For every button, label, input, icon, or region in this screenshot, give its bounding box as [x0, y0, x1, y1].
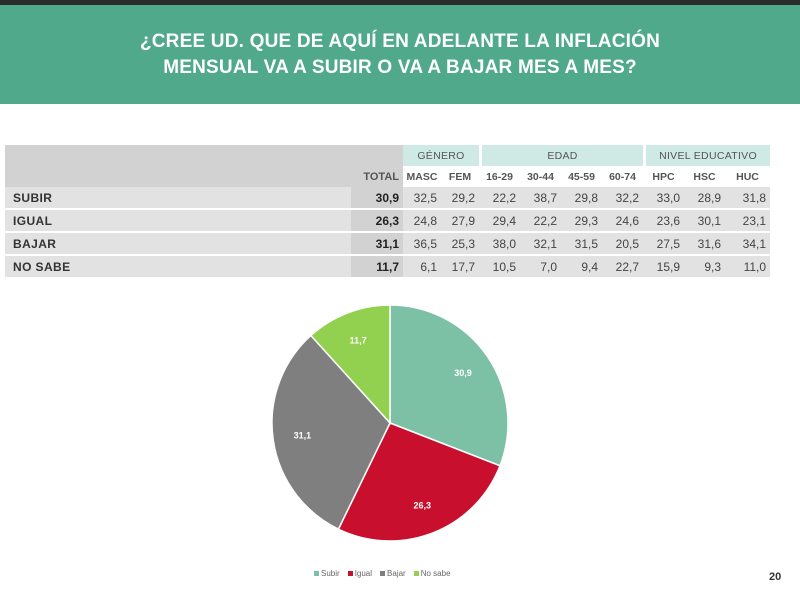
column-header: HPC	[652, 170, 675, 183]
table-cell: 32,5	[403, 187, 441, 210]
pie-data-label: 11,7	[350, 335, 367, 345]
pie-slice-subir	[389, 304, 509, 467]
table-cell: 15,9	[643, 256, 684, 279]
column-header: HSC	[693, 170, 716, 183]
table-cell: 6,1	[403, 256, 441, 279]
chart-legend: Subir Igual Bajar No sabe	[314, 569, 451, 578]
legend-item: Subir	[314, 569, 340, 578]
column-header: 30-44	[527, 170, 554, 183]
table-cell: 34,1	[725, 233, 771, 256]
table-row: SUBIR 30,9 32,5 29,2 22,2 38,7 29,8 32,2…	[5, 187, 771, 210]
column-header: 45-59	[568, 170, 595, 183]
legend-label: No sabe	[420, 569, 451, 578]
row-label: IGUAL	[5, 210, 351, 233]
table-cell: 23,6	[643, 210, 684, 233]
column-header: 16-29	[486, 170, 513, 183]
pie-slice-igual	[337, 422, 501, 542]
table-cell: 31,5	[561, 233, 602, 256]
total-header: TOTAL	[351, 145, 403, 187]
column-header: 60-74	[609, 170, 636, 183]
table-cell: 36,5	[403, 233, 441, 256]
title-line-1: ¿CREE UD. QUE DE AQUÍ EN ADELANTE LA INF…	[139, 30, 661, 52]
table-cell: 22,2	[479, 187, 520, 210]
table-row: NO SABE 11,7 6,1 17,7 10,5 7,0 9,4 22,7 …	[5, 256, 771, 279]
table-cell: 23,1	[725, 210, 771, 233]
table-cell: 32,2	[602, 187, 643, 210]
table-cell: 9,3	[684, 256, 725, 279]
group-nivel: NIVEL EDUCATIVO	[643, 145, 771, 166]
column-header: MASC	[406, 170, 438, 183]
table-cell: 22,2	[520, 210, 561, 233]
row-label: BAJAR	[5, 233, 351, 256]
table-cell: 33,0	[643, 187, 684, 210]
table-cell: 29,3	[561, 210, 602, 233]
pie-data-label: 31,1	[294, 430, 312, 440]
table-cell: 25,3	[441, 233, 479, 256]
pie-data-label: 26,3	[414, 500, 432, 510]
table-cell: 29,2	[441, 187, 479, 210]
legend-item: Bajar	[380, 569, 406, 578]
row-total: 26,3	[351, 210, 403, 233]
table-row: BAJAR 31,1 36,5 25,3 38,0 32,1 31,5 20,5…	[5, 233, 771, 256]
legend-swatch	[314, 571, 319, 576]
title-banner: ¿CREE UD. QUE DE AQUÍ EN ADELANTE LA INF…	[0, 5, 800, 104]
pie-data-label: 30,9	[454, 368, 472, 378]
row-total: 11,7	[351, 256, 403, 279]
row-label: NO SABE	[5, 256, 351, 279]
table-cell: 28,9	[684, 187, 725, 210]
group-edad: EDAD	[479, 145, 643, 166]
legend-swatch	[380, 571, 386, 576]
legend-item: Igual	[347, 569, 373, 578]
legend-swatch	[413, 571, 419, 576]
table-cell: 27,5	[643, 233, 684, 256]
table-cell: 11,0	[725, 256, 771, 279]
table-cell: 17,7	[441, 256, 479, 279]
title-line-2: MENSUAL VA A SUBIR O VA A BAJAR MES A ME…	[163, 56, 637, 78]
top-bar	[0, 0, 800, 5]
row-total: 31,1	[351, 233, 403, 256]
legend-label: Bajar	[387, 569, 406, 578]
table-cell: 9,4	[561, 256, 602, 279]
row-total: 30,9	[351, 187, 403, 210]
legend-item: No sabe	[413, 569, 451, 578]
table-cell: 38,7	[520, 187, 561, 210]
table-cell: 22,7	[602, 256, 643, 279]
table-cell: 38,0	[479, 233, 520, 256]
legend-label: Igual	[354, 569, 373, 578]
table-cell: 30,1	[684, 210, 725, 233]
table-cell: 31,6	[684, 233, 725, 256]
table-corner	[5, 145, 351, 187]
table-cell: 24,8	[403, 210, 441, 233]
group-genero: GÉNERO	[403, 145, 479, 166]
column-header: HUC	[736, 170, 759, 183]
row-label: SUBIR	[5, 187, 351, 210]
legend-label: Subir	[321, 569, 340, 578]
table-cell: 20,5	[602, 233, 643, 256]
table-cell: 24,6	[602, 210, 643, 233]
page-number: 20	[769, 571, 782, 583]
table-cell: 32,1	[520, 233, 561, 256]
table-cell: 29,4	[479, 210, 520, 233]
results-table: TOTAL GÉNERO EDAD NIVEL EDUCATIVO MASC F…	[5, 145, 771, 279]
table-cell: 27,9	[441, 210, 479, 233]
pie-slice-no-sabe	[309, 304, 391, 425]
pie-slice-bajar	[271, 334, 391, 531]
table-cell: 7,0	[520, 256, 561, 279]
legend-swatch	[347, 571, 353, 576]
table-cell: 10,5	[479, 256, 520, 279]
column-header: FEM	[448, 170, 472, 183]
table-cell: 31,8	[725, 187, 771, 210]
table-cell: 29,8	[561, 187, 602, 210]
table-row: IGUAL 26,3 24,8 27,9 29,4 22,2 29,3 24,6…	[5, 210, 771, 233]
